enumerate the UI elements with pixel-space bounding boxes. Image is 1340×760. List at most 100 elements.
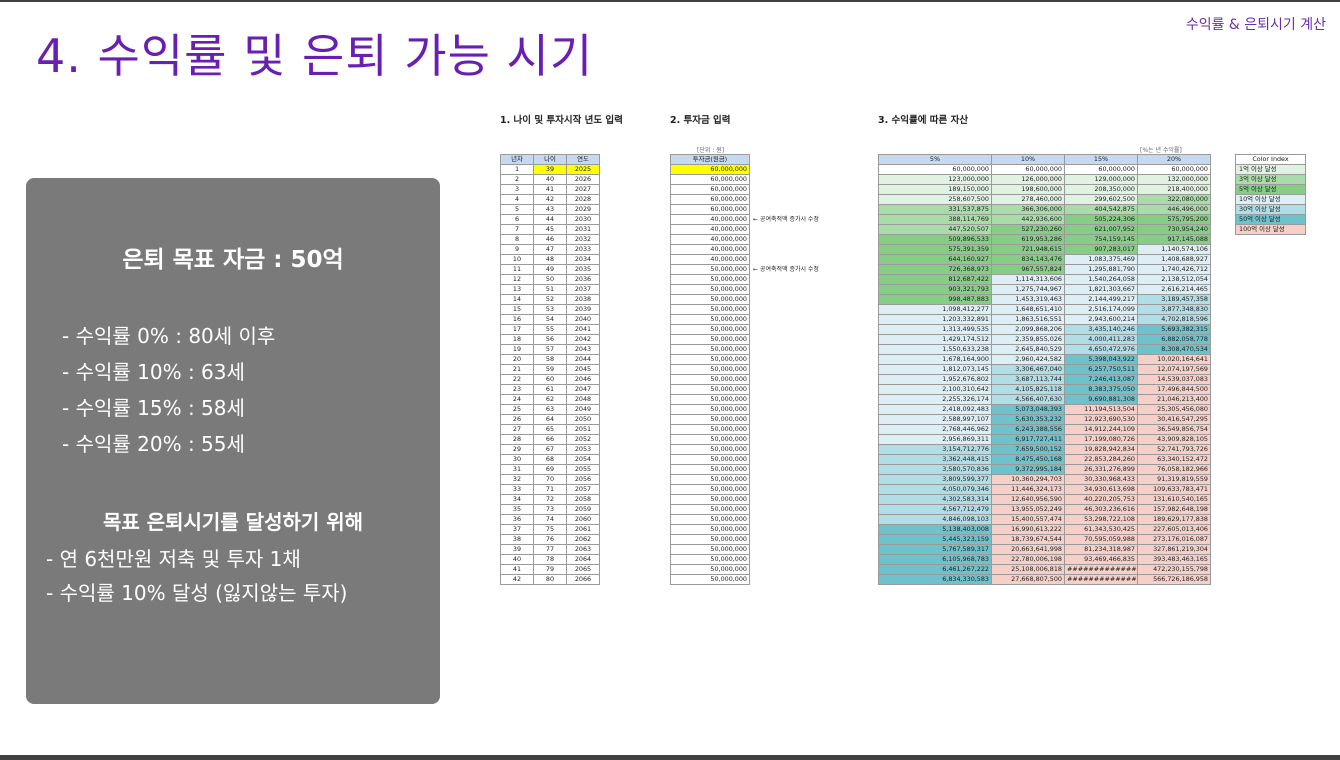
table-row: 24 62 2048 xyxy=(500,394,600,405)
asset-10pct-cell: 5,630,353,232 xyxy=(991,414,1065,425)
table-row: 388,114,769 442,936,600 505,224,306 575,795… xyxy=(878,214,1211,225)
asset-15pct-cell: 2,943,600,214 xyxy=(1064,314,1138,325)
asset-20pct-cell: 14,539,037,083 xyxy=(1137,374,1211,385)
table-row: 1,429,174,512 2,359,855,026 4,000,411,283 6… xyxy=(878,334,1211,345)
asset-10pct-cell: 278,460,000 xyxy=(991,194,1065,205)
table-row: 10 48 2034 xyxy=(500,254,600,265)
year-cell: 2038 xyxy=(566,294,600,305)
age-cell: 56 xyxy=(533,334,567,345)
table-row: 50,000,000 xyxy=(670,554,750,565)
asset-20pct-cell: 132,000,000 xyxy=(1137,174,1211,185)
asset-10pct-cell: 198,600,000 xyxy=(991,184,1065,195)
year-cell: 2057 xyxy=(566,484,600,495)
asset-15pct-cell: 60,000,000 xyxy=(1064,164,1138,175)
asset-15pct-cell: 6,257,750,511 xyxy=(1064,364,1138,375)
year-cell: 2026 xyxy=(566,174,600,185)
table-row: 2,768,446,962 6,243,388,556 14,912,244,109… xyxy=(878,424,1211,435)
table-row: 1,678,164,900 2,960,424,582 5,398,043,922 1… xyxy=(878,354,1211,365)
table-row: 50,000,000 xyxy=(670,404,750,415)
asset-10pct-cell: 3,306,467,040 xyxy=(991,364,1065,375)
year-index-cell: 35 xyxy=(500,504,534,515)
table-row: 50,000,000 xyxy=(670,564,750,575)
asset-20pct-cell: 3,189,457,358 xyxy=(1137,294,1211,305)
principal-cell: 60,000,000 xyxy=(670,164,750,175)
table-row: 1,550,633,238 2,645,840,529 4,650,472,976 8… xyxy=(878,344,1211,355)
asset-5pct-cell: 4,050,079,346 xyxy=(878,484,992,495)
assets-by-yield-table: 5% 10% 15% 20% 60,000,000 60,000,000 60,00… xyxy=(878,154,1211,585)
table-row: 2 40 2026 xyxy=(500,174,600,185)
asset-10pct-cell: 20,663,641,998 xyxy=(991,544,1065,555)
asset-20pct-cell: 2,616,214,465 xyxy=(1137,284,1211,295)
asset-5pct-cell: 1,429,174,512 xyxy=(878,334,992,345)
table-row: 4,302,583,314 12,640,956,590 40,220,205,75… xyxy=(878,494,1211,505)
asset-5pct-cell: 331,537,875 xyxy=(878,204,992,215)
year-cell: 2041 xyxy=(566,324,600,335)
asset-20pct-cell: 218,400,000 xyxy=(1137,184,1211,195)
table-row: 37 75 2061 xyxy=(500,524,600,535)
table-row: 1,203,332,891 1,863,516,551 2,943,600,214 4… xyxy=(878,314,1211,325)
age-cell: 54 xyxy=(533,314,567,325)
age-cell: 48 xyxy=(533,254,567,265)
year-cell: 2040 xyxy=(566,314,600,325)
asset-15pct-cell: 7,246,413,087 xyxy=(1064,374,1138,385)
table-row: 189,150,000 198,600,000 208,350,000 218,400… xyxy=(878,184,1211,195)
table-row: 903,321,793 1,275,744,967 1,821,303,667 2,6… xyxy=(878,284,1211,295)
color-index-legend: Color Index 1억 이상 달성 3억 이상 달성 5억 이상 달성 10억 … xyxy=(1235,154,1306,235)
asset-15pct-cell: 621,007,952 xyxy=(1064,224,1138,235)
asset-15pct-cell: ############## xyxy=(1064,574,1138,585)
principal-cell: 50,000,000 xyxy=(670,344,750,355)
principal-cell: 50,000,000 xyxy=(670,274,750,285)
asset-15pct-cell: 5,398,043,922 xyxy=(1064,354,1138,365)
action-item: - 연 6천만원 저축 및 투자 1채 xyxy=(46,547,301,571)
asset-10pct-cell: 6,917,727,411 xyxy=(991,434,1065,445)
principal-cell: 50,000,000 xyxy=(670,284,750,295)
principal-cell: 60,000,000 xyxy=(670,184,750,195)
asset-5pct-cell: 447,520,507 xyxy=(878,224,992,235)
year-cell: 2027 xyxy=(566,184,600,195)
year-cell: 2060 xyxy=(566,514,600,525)
asset-20pct-cell: 189,629,177,838 xyxy=(1137,514,1211,525)
col-header-age: 나이 xyxy=(533,154,567,165)
year-index-cell: 20 xyxy=(500,354,534,365)
asset-20pct-cell: 446,496,000 xyxy=(1137,204,1211,215)
principal-cell: 50,000,000 xyxy=(670,564,750,575)
year-index-cell: 22 xyxy=(500,374,534,385)
year-index-cell: 40 xyxy=(500,554,534,565)
age-cell: 61 xyxy=(533,384,567,395)
age-cell: 57 xyxy=(533,344,567,355)
age-cell: 77 xyxy=(533,544,567,555)
year-cell: 2055 xyxy=(566,464,600,475)
age-cell: 73 xyxy=(533,504,567,515)
table-row: 3,154,712,776 7,659,500,152 19,828,942,834… xyxy=(878,444,1211,455)
asset-10pct-cell: 18,739,674,544 xyxy=(991,534,1065,545)
asset-20pct-cell: 1,740,426,712 xyxy=(1137,264,1211,275)
table-row: 25 63 2049 xyxy=(500,404,600,415)
year-index-cell: 24 xyxy=(500,394,534,405)
age-cell: 49 xyxy=(533,264,567,275)
asset-10pct-cell: 16,990,613,222 xyxy=(991,524,1065,535)
year-index-cell: 7 xyxy=(500,224,534,235)
principal-cell: 50,000,000 xyxy=(670,264,750,275)
year-cell: 2034 xyxy=(566,254,600,265)
rate-item: - 수익률 0% : 80세 이후 xyxy=(62,324,276,348)
table-row: 50,000,000 xyxy=(670,424,750,435)
table-row: 42 80 2066 xyxy=(500,574,600,585)
age-cell: 63 xyxy=(533,404,567,415)
asset-10pct-cell: 1,114,313,606 xyxy=(991,274,1065,285)
asset-5pct-cell: 5,138,403,008 xyxy=(878,524,992,535)
asset-15pct-cell: 2,144,499,217 xyxy=(1064,294,1138,305)
table-row: 50,000,000 xyxy=(670,524,750,535)
year-index-cell: 34 xyxy=(500,494,534,505)
table-row: 60,000,000 xyxy=(670,174,750,185)
asset-10pct-cell: 2,960,424,582 xyxy=(991,354,1065,365)
table-row: 50,000,000 xyxy=(670,504,750,515)
year-index-cell: 5 xyxy=(500,204,534,215)
table-row: 50,000,000 xyxy=(670,284,750,295)
asset-10pct-cell: 4,105,825,118 xyxy=(991,384,1065,395)
table-row: 60,000,000 xyxy=(670,184,750,195)
table-row: 50,000,000 xyxy=(670,314,750,325)
col-header-year-index: 년차 xyxy=(500,154,534,165)
age-cell: 80 xyxy=(533,574,567,585)
principal-cell: 50,000,000 xyxy=(670,374,750,385)
asset-15pct-cell: ############## xyxy=(1064,564,1138,575)
